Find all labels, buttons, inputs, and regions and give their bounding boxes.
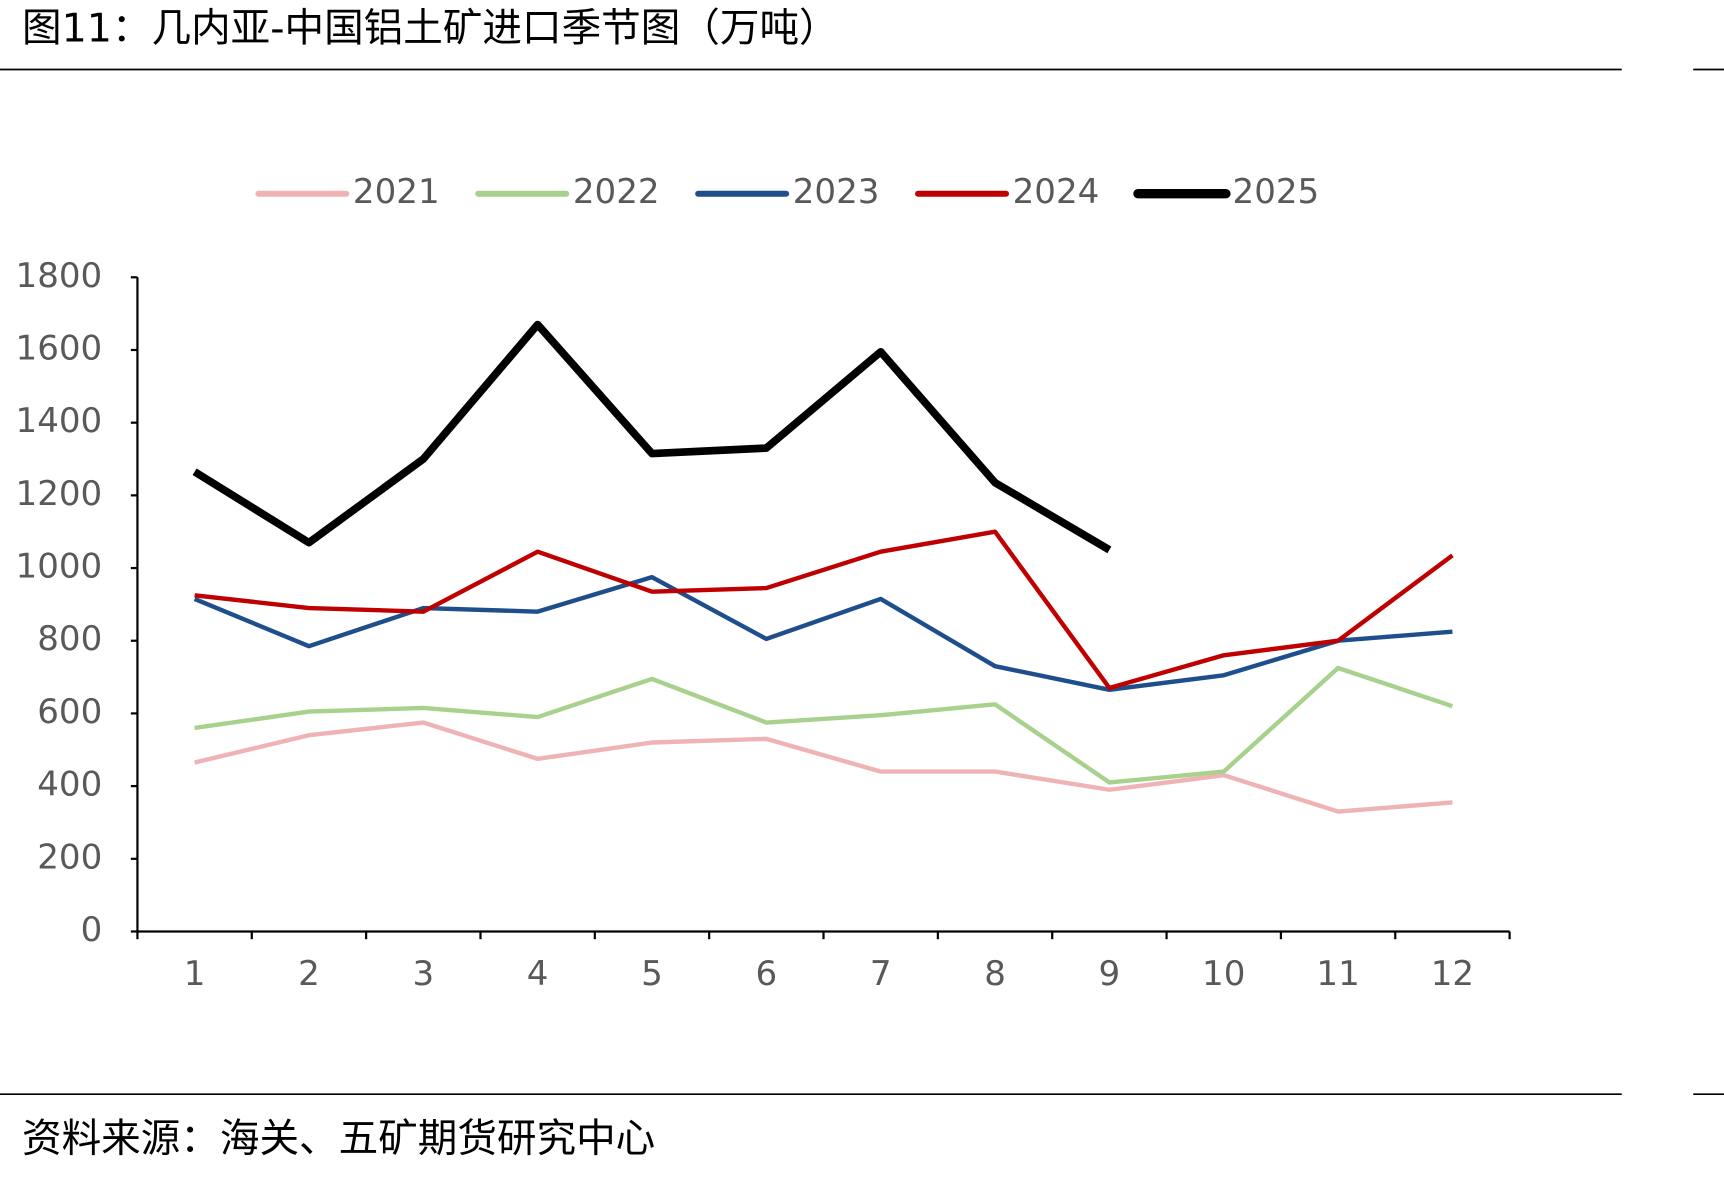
x-tick-label: 8 xyxy=(984,954,1006,994)
x-tick-label: 1 xyxy=(184,954,206,994)
source: 资料来源：海关、五矿期货研究中心 xyxy=(22,1116,655,1162)
y-tick-label: 1800 xyxy=(16,256,103,296)
x-tick-label: 9 xyxy=(1099,954,1121,994)
series-line xyxy=(192,320,1112,554)
y-tick-label: 200 xyxy=(37,837,102,877)
legend-label: 2023 xyxy=(793,172,880,212)
legend-label: 2021 xyxy=(353,172,440,212)
y-tick-label: 1400 xyxy=(16,401,103,441)
series-line xyxy=(194,665,1454,785)
legend-label: 2025 xyxy=(1233,172,1320,212)
x-tick-label: 5 xyxy=(641,954,663,994)
x-tick-label: 2 xyxy=(298,954,320,994)
x-tick-label: 11 xyxy=(1316,954,1359,994)
y-tick-label: 400 xyxy=(37,765,102,805)
x-tick-label: 7 xyxy=(870,954,892,994)
series-line xyxy=(194,529,1454,691)
y-tick-label: 0 xyxy=(81,910,103,950)
y-tick-label: 600 xyxy=(37,692,102,732)
x-tick-label: 6 xyxy=(756,954,778,994)
y-tick-label: 1000 xyxy=(16,547,103,587)
series-line xyxy=(193,574,1453,693)
y-tick-label: 800 xyxy=(37,619,102,659)
y-tick-label: 1200 xyxy=(16,474,103,514)
legend-label: 2024 xyxy=(1013,172,1100,212)
y-tick-label: 1600 xyxy=(16,328,103,368)
x-tick-label: 4 xyxy=(527,954,549,994)
chart-title: 图11：几内亚-中国铝土矿进口季节图（万吨） xyxy=(22,6,839,52)
x-tick-label: 10 xyxy=(1202,954,1245,994)
x-tick-label: 12 xyxy=(1431,954,1474,994)
x-tick-label: 3 xyxy=(412,954,434,994)
series-line xyxy=(194,720,1453,814)
legend-label: 2022 xyxy=(573,172,660,212)
